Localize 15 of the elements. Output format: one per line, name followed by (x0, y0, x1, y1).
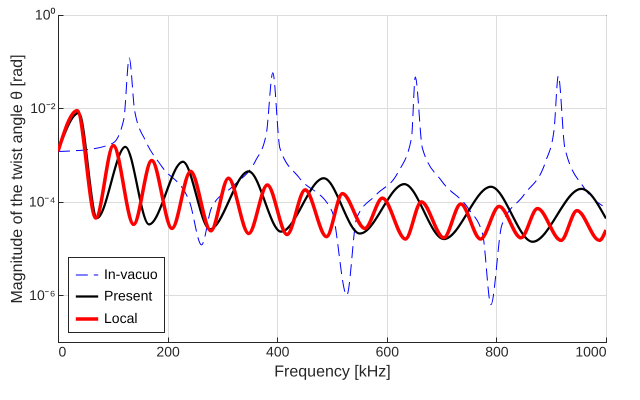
legend-label: In-vacuo (104, 266, 158, 282)
y-tick-label: 10⁰ (34, 6, 56, 22)
legend-label: Present (104, 288, 152, 304)
x-tick-label: 1000 (575, 344, 607, 360)
y-axis-title: Magnitude of the twist angle θ [rad] (8, 54, 26, 304)
legend-label: Local (104, 310, 138, 326)
y-tick-label: 10⁻⁶ (29, 286, 56, 303)
x-tick-label: 200 (156, 344, 180, 360)
y-tick-label: 10⁻² (30, 100, 56, 116)
x-tick-label: 800 (485, 344, 509, 360)
x-tick-label: 600 (376, 344, 400, 360)
x-axis-title: Frequency [kHz] (274, 364, 391, 380)
x-tick-label: 0 (58, 344, 66, 360)
y-tick-label: 10⁻⁴ (28, 193, 56, 210)
x-tick-label: 400 (266, 344, 290, 360)
